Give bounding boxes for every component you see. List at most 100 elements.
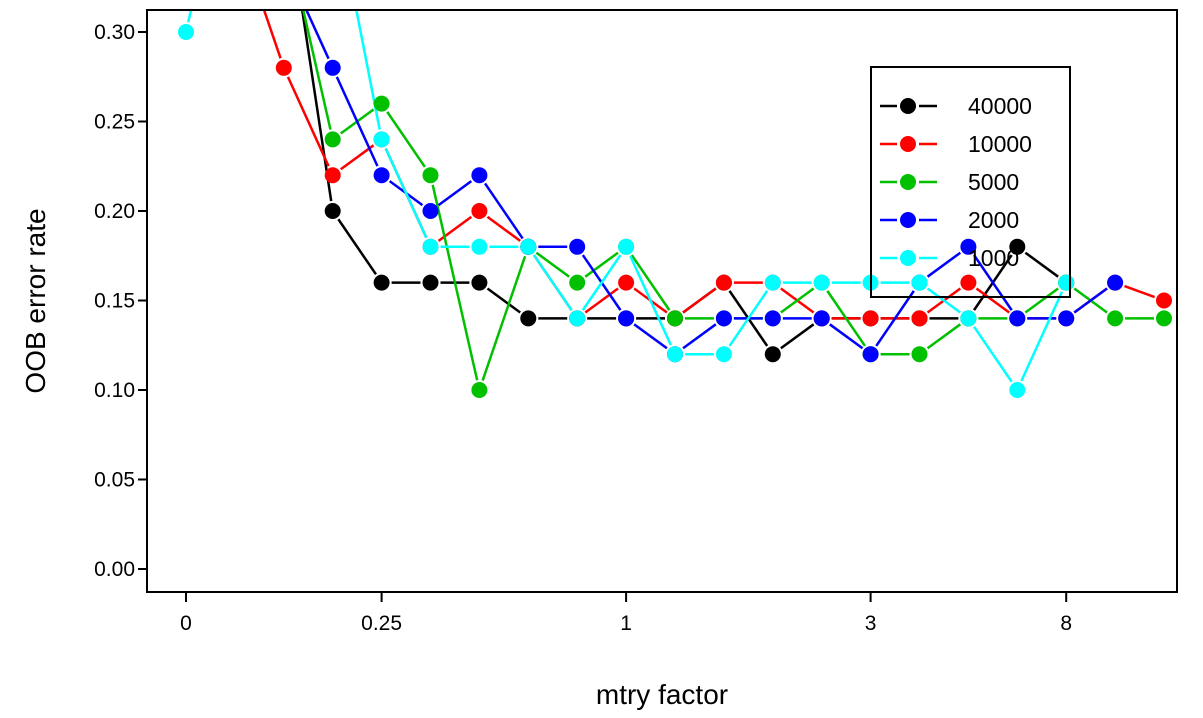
series-segment-2000 [682,323,717,350]
data-point-10000 [275,59,292,76]
series-segment-5000 [301,10,332,130]
data-point-2000 [813,310,830,327]
data-point-2000 [715,310,732,327]
y-tick-label: 0.05 [94,469,135,492]
series-segment-1000 [629,255,672,346]
series-segment-2000 [973,254,1013,311]
data-point-40000 [471,274,488,291]
series-segment-1000 [926,287,962,314]
data-point-2000 [618,310,635,327]
series-segment-5000 [584,251,619,278]
legend-entry-5000: 5000 [880,169,1019,195]
data-point-2000 [764,310,781,327]
y-tick-label: 0.20 [94,200,135,223]
data-point-1000 [178,24,194,40]
data-point-1000 [618,238,635,255]
data-point-5000 [422,167,439,184]
data-point-40000 [373,274,390,291]
series-segment-1000 [532,254,573,311]
y-tick-label: 0.10 [94,379,135,402]
x-axis-title: mtry factor [596,679,728,710]
series-segment-40000 [337,218,377,276]
series-segment-2000 [484,182,524,240]
data-point-10000 [471,203,488,219]
x-tick-label: 3 [865,612,877,635]
data-point-1000 [569,310,586,327]
series-segment-2000 [437,180,473,207]
data-point-2000 [1058,310,1075,327]
data-point-5000 [324,131,341,148]
series-segment-1000 [973,325,1013,383]
data-point-1000 [960,310,977,327]
data-point-1000 [373,131,390,148]
data-point-40000 [422,274,439,291]
data-point-2000 [960,238,977,255]
data-point-5000 [667,310,683,327]
series-segment-10000 [262,10,282,59]
data-point-1000 [471,238,488,255]
legend: 40000 10000 5000 2000 1000 [870,66,1071,298]
legend-label: 40000 [968,93,1032,119]
series-segment-2000 [335,76,379,167]
data-point-1000 [520,238,537,255]
series-segment-5000 [1024,287,1059,314]
data-point-2000 [471,167,488,184]
data-point-5000 [911,346,928,363]
series-segment-10000 [1124,284,1156,299]
legend-entry-1000: 1000 [880,245,1019,271]
data-point-2000 [422,203,439,219]
x-tick-label: 1 [620,612,632,635]
data-point-10000 [960,274,977,291]
series-segment-5000 [630,254,671,311]
series-segment-5000 [481,255,527,381]
data-point-10000 [911,310,928,327]
y-tick-label: 0.25 [94,111,135,134]
legend-marker [900,136,916,152]
series-segment-10000 [682,287,717,314]
series-segment-1000 [1020,291,1064,382]
data-point-5000 [1107,310,1124,327]
legend-label: 5000 [968,169,1019,195]
data-point-10000 [618,274,635,291]
series-segment-2000 [633,323,668,350]
data-point-10000 [324,167,341,184]
data-point-1000 [715,346,732,363]
x-axis: 0 0.25 1 3 8 [180,592,1072,635]
data-point-40000 [324,203,341,219]
data-point-2000 [1009,310,1026,327]
series-segment-5000 [826,290,866,347]
y-tick-label: 0.15 [94,290,135,313]
data-point-40000 [764,346,781,363]
data-point-5000 [569,274,586,291]
series-segment-2000 [829,323,864,350]
legend-entry-10000: 10000 [880,131,1032,157]
data-point-40000 [1009,238,1026,255]
x-tick-label: 0 [180,612,192,635]
series-layer [178,10,1172,398]
series-segment-1000 [187,10,193,23]
y-axis-title: OOB error rate [20,208,51,393]
x-tick-label: 0.25 [361,612,402,635]
legend-label: 1000 [968,245,1019,271]
data-point-40000 [520,310,537,327]
series-segment-40000 [780,323,815,350]
data-point-10000 [862,310,879,327]
data-point-2000 [862,346,879,363]
data-point-2000 [569,238,586,255]
series-segment-5000 [535,251,570,278]
series-segment-2000 [875,290,915,347]
data-point-1000 [764,274,781,291]
data-point-2000 [373,167,390,184]
data-point-5000 [1156,310,1172,327]
series-segment-10000 [584,287,619,314]
data-point-1000 [1009,382,1026,398]
data-point-10000 [1156,292,1172,309]
data-point-1000 [911,274,928,291]
legend-marker [900,212,916,228]
series-segment-5000 [780,287,815,314]
legend-marker [900,174,916,190]
data-point-2000 [1107,274,1124,291]
series-segment-1000 [384,147,428,239]
series-segment-2000 [305,10,330,60]
